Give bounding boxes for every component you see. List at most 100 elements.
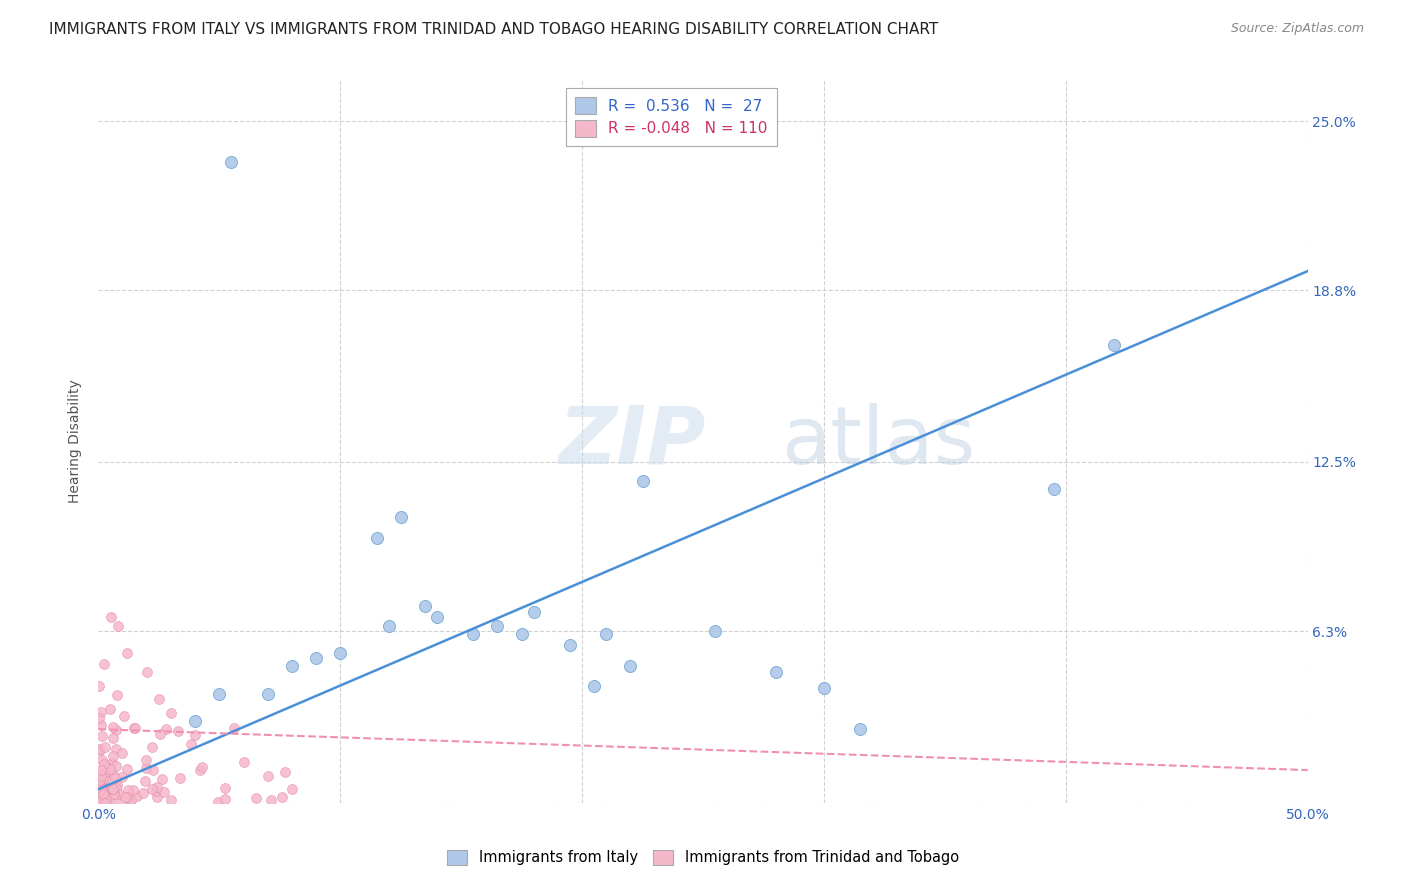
Point bbox=[510, 626, 533, 640]
Point bbox=[90, 717, 112, 731]
Point bbox=[208, 687, 231, 701]
Point bbox=[90, 706, 112, 720]
Point bbox=[90, 763, 112, 777]
Point bbox=[813, 681, 835, 696]
Point bbox=[135, 665, 157, 679]
Point bbox=[98, 785, 121, 799]
Point bbox=[90, 788, 112, 802]
Point bbox=[214, 780, 236, 795]
Point bbox=[91, 788, 114, 802]
Point bbox=[89, 772, 111, 787]
Point bbox=[96, 782, 118, 797]
Point bbox=[89, 773, 111, 788]
Point bbox=[100, 787, 122, 801]
Point bbox=[191, 760, 214, 774]
Point bbox=[90, 729, 112, 743]
Point bbox=[91, 778, 114, 792]
Point bbox=[159, 792, 181, 806]
Point bbox=[103, 787, 125, 801]
Point bbox=[115, 789, 138, 804]
Point bbox=[1102, 337, 1125, 351]
Point bbox=[149, 727, 172, 741]
Point bbox=[112, 709, 135, 723]
Point bbox=[101, 781, 124, 796]
Point bbox=[100, 762, 122, 776]
Point bbox=[104, 780, 127, 795]
Point bbox=[152, 785, 174, 799]
Point bbox=[127, 789, 149, 803]
Point bbox=[132, 786, 155, 800]
Point bbox=[96, 792, 118, 806]
Point bbox=[101, 766, 124, 780]
Point bbox=[101, 731, 124, 746]
Point bbox=[1042, 482, 1064, 496]
Point bbox=[281, 782, 304, 797]
Point bbox=[274, 765, 297, 780]
Point bbox=[101, 748, 124, 763]
Point bbox=[89, 794, 111, 808]
Point bbox=[135, 754, 157, 768]
Point bbox=[281, 659, 304, 673]
Text: ZIP: ZIP bbox=[558, 402, 706, 481]
Point bbox=[207, 796, 229, 810]
Point bbox=[180, 737, 202, 751]
Point bbox=[124, 722, 146, 736]
Point bbox=[704, 624, 727, 638]
Point bbox=[169, 771, 191, 785]
Point bbox=[87, 742, 110, 756]
Point bbox=[94, 765, 117, 780]
Point bbox=[121, 793, 143, 807]
Point bbox=[89, 679, 111, 693]
Point bbox=[103, 771, 125, 785]
Point bbox=[91, 753, 114, 767]
Point bbox=[256, 768, 278, 782]
Point bbox=[87, 790, 110, 805]
Point bbox=[94, 759, 117, 773]
Point bbox=[413, 599, 436, 614]
Point bbox=[389, 509, 412, 524]
Point bbox=[105, 723, 128, 737]
Point bbox=[256, 687, 278, 701]
Point bbox=[101, 720, 124, 734]
Point bbox=[93, 796, 115, 810]
Point bbox=[89, 742, 111, 756]
Point bbox=[366, 532, 388, 546]
Point bbox=[98, 795, 121, 809]
Point bbox=[103, 788, 125, 802]
Point bbox=[96, 789, 118, 803]
Point bbox=[160, 706, 183, 720]
Point bbox=[90, 769, 112, 783]
Point bbox=[98, 702, 121, 716]
Text: atlas: atlas bbox=[782, 402, 976, 481]
Point bbox=[619, 659, 641, 673]
Point bbox=[558, 638, 581, 652]
Point bbox=[100, 610, 122, 624]
Point bbox=[377, 618, 399, 632]
Point bbox=[91, 792, 114, 806]
Point bbox=[141, 763, 163, 777]
Point bbox=[120, 795, 142, 809]
Point bbox=[135, 760, 157, 774]
Text: Source: ZipAtlas.com: Source: ZipAtlas.com bbox=[1230, 22, 1364, 36]
Text: IMMIGRANTS FROM ITALY VS IMMIGRANTS FROM TRINIDAD AND TOBAGO HEARING DISABILITY : IMMIGRANTS FROM ITALY VS IMMIGRANTS FROM… bbox=[49, 22, 938, 37]
Point bbox=[145, 790, 167, 805]
Point bbox=[583, 679, 606, 693]
Point bbox=[91, 786, 114, 800]
Point bbox=[146, 780, 169, 794]
Point bbox=[94, 791, 117, 805]
Point bbox=[94, 772, 117, 787]
Point bbox=[155, 722, 177, 736]
Point bbox=[117, 762, 139, 776]
Point bbox=[145, 784, 167, 798]
Point bbox=[114, 790, 136, 805]
Point bbox=[122, 783, 145, 797]
Point bbox=[221, 155, 243, 169]
Point bbox=[849, 722, 872, 736]
Point bbox=[426, 610, 449, 624]
Point bbox=[105, 741, 128, 756]
Point bbox=[91, 772, 114, 786]
Legend: R =  0.536   N =  27, R = -0.048   N = 110: R = 0.536 N = 27, R = -0.048 N = 110 bbox=[565, 88, 778, 145]
Point bbox=[94, 740, 117, 755]
Point bbox=[105, 689, 128, 703]
Point bbox=[463, 626, 485, 640]
